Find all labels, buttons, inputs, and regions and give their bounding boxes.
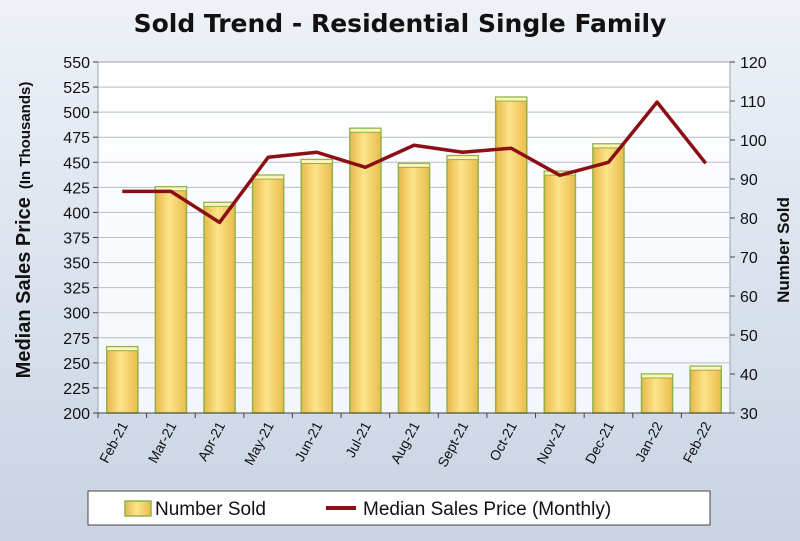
x-tick-label: Mar-21 [145,419,180,466]
y-right-tick-label: 70 [740,250,758,267]
bar [543,170,577,414]
right-axis: 30 40 50 60 70 80 90 100 110 120 [730,55,767,423]
bar-top [300,159,333,164]
x-tick-label: Apr-21 [194,419,228,464]
y-left-label-sub: (In Thousands) [17,82,34,190]
legend-box [87,490,711,526]
bar-body [543,170,577,414]
y-left-tick-label: 475 [63,130,90,147]
bar-series [106,96,722,414]
bar [154,186,188,414]
legend-label-number-sold: Number Sold [155,499,266,520]
bar-body [349,127,382,414]
y-right-tick-label: 40 [740,367,758,384]
x-tick-label: Sept-21 [434,419,471,470]
x-tick-label: Jan-22 [631,419,665,464]
bar [494,96,528,414]
line-series [122,100,708,225]
y-right-tick-label: 90 [740,172,758,189]
y-right-tick-label: 60 [740,289,758,306]
x-tick-label: May-21 [241,419,277,468]
bar [251,174,285,414]
bar-body [251,174,285,414]
x-tick-label: Aug-21 [387,419,422,467]
bar [203,201,236,414]
bar-body [154,186,188,414]
bar-top [592,143,625,149]
legend-label-median-price: Median Sales Price (Monthly) [363,499,611,520]
y-right-axis-label: Number Sold [774,197,793,303]
bar-top [252,174,285,180]
y-left-tick-label: 425 [63,180,90,197]
x-tick-label: Dec-21 [582,419,617,467]
bar-body [203,201,236,414]
bar-body [494,96,528,414]
bar-body [592,143,625,414]
y-left-tick-label: 225 [63,381,90,398]
x-tick-label: Oct-21 [486,419,520,464]
bar [446,154,479,414]
y-left-label-main: Median Sales Price [13,197,35,378]
y-left-tick-label: 550 [63,55,90,72]
x-tick-label: Feb-22 [679,419,714,466]
y-right-tick-label: 100 [740,133,767,150]
x-tick-label: Feb-21 [96,419,131,466]
x-axis: Feb-21 Mar-21 Apr-21 May-21 Jun-21 Jul-21 Aug-… [96,412,730,470]
bar [300,158,334,414]
bar [592,143,625,414]
bar-body [397,162,431,414]
y-left-tick-label: 200 [63,406,90,423]
bar-body [446,154,479,414]
legend-swatch-bar [124,500,152,517]
median-price-line [122,100,708,225]
y-left-axis-label: Median Sales Price (In Thousands) [13,82,35,379]
bar [397,162,431,414]
bar [349,127,382,414]
x-tick-label: Nov-21 [533,419,568,467]
bar-top [106,346,139,352]
bar-body [689,365,722,414]
bar-top [397,162,431,168]
y-right-tick-label: 110 [740,94,766,111]
x-tick-label: Jun-21 [291,419,325,464]
bar-top [689,365,722,371]
legend: Number Sold Median Sales Price (Monthly) [87,490,711,526]
y-left-tick-label: 325 [63,281,90,298]
y-left-tick-label: 350 [63,256,90,273]
y-left-tick-label: 250 [63,356,90,373]
bar-top [446,155,479,161]
bar-body [106,345,139,414]
bar-top [349,127,382,133]
y-left-tick-label: 300 [63,306,90,323]
y-left-tick-label: 450 [63,155,90,172]
y-right-tick-label: 50 [740,328,758,345]
y-right-tick-label: 80 [740,211,758,228]
chart-title: Sold Trend - Residential Single Family [134,9,667,38]
bar [640,373,674,414]
y-left-tick-label: 500 [63,105,90,122]
bar [106,345,139,414]
y-right-tick-label: 30 [740,406,758,423]
bar-top [495,96,528,102]
y-left-tick-label: 375 [63,231,90,248]
y-right-tick-label: 120 [740,55,767,72]
y-left-tick-label: 275 [63,331,90,348]
bar-body [300,158,334,414]
y-left-tick-label: 525 [63,80,90,97]
left-axis: 200 225 250 275 300 325 350 375 400 425 450 475 500 5… [63,55,98,423]
bar [689,365,722,414]
y-left-tick-label: 400 [63,205,90,222]
bar-top [641,373,674,379]
bar-body [640,373,674,414]
x-tick-label: Jul-21 [342,419,374,460]
